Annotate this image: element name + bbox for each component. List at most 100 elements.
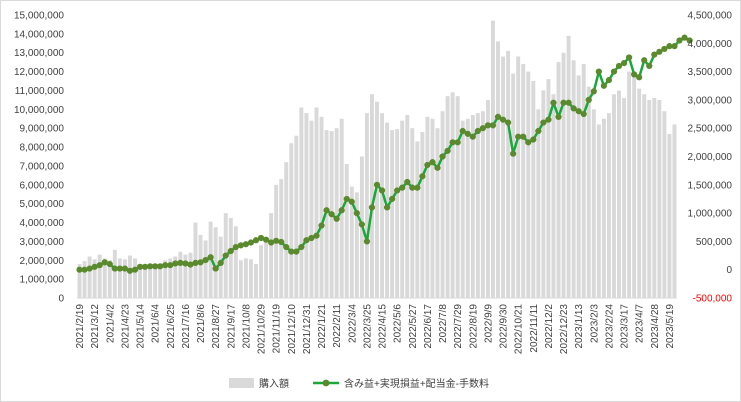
right-tick-label: 2,000,000 <box>688 152 733 163</box>
x-tick-label: 2021/7/16 <box>181 304 192 349</box>
line-point <box>308 234 315 242</box>
bar <box>516 56 521 299</box>
bar <box>445 96 450 298</box>
bar <box>314 107 319 298</box>
line-point <box>323 207 330 214</box>
line-point <box>76 266 83 273</box>
line-point <box>91 263 98 270</box>
bar <box>491 20 495 298</box>
bar <box>77 264 82 298</box>
line-point <box>686 37 693 44</box>
line-point <box>207 254 214 261</box>
bar <box>168 258 173 298</box>
bar-series <box>77 20 677 299</box>
bar <box>501 56 506 299</box>
left-axis: 0 1,000,000 2,000,000 3,000,000 4,000,000 5,0… <box>14 11 65 305</box>
line-point <box>459 127 466 135</box>
line-point <box>641 57 648 64</box>
x-tick-label: 2022/7/29 <box>453 304 464 349</box>
line-point <box>565 99 572 106</box>
line-point <box>510 150 517 157</box>
legend-line-label: 含み益+実現損益+配当金-手数料 <box>344 377 489 390</box>
x-tick-label: 2021/11/19 <box>272 304 283 354</box>
left-tick-label: 8,000,000 <box>20 143 65 154</box>
bar <box>183 254 188 298</box>
bar <box>112 249 117 298</box>
line-point <box>474 127 481 135</box>
line-point <box>368 204 376 211</box>
bar <box>526 71 531 298</box>
line-point <box>626 54 633 61</box>
line-point <box>167 262 174 269</box>
line-point <box>494 113 502 120</box>
line-point <box>278 238 285 246</box>
right-tick-label: 500,000 <box>696 237 733 248</box>
line-point <box>247 239 255 246</box>
left-tick-label: 11,000,000 <box>15 86 65 97</box>
bar <box>465 118 470 299</box>
line-point <box>212 265 219 272</box>
line-point <box>631 71 638 78</box>
bar <box>642 94 647 299</box>
line-point <box>202 256 209 264</box>
x-tick-label: 2022/12/23 <box>559 304 570 354</box>
x-tick-label: 2023/2/24 <box>604 304 615 349</box>
line-point <box>378 187 386 194</box>
line-point <box>131 266 139 273</box>
bar <box>672 124 677 299</box>
bar <box>566 35 571 298</box>
x-tick-label: 2021/4/23 <box>120 304 131 349</box>
x-tick-label: 2022/4/15 <box>378 304 389 349</box>
line-point <box>469 133 476 140</box>
bar <box>556 62 561 298</box>
left-tick-label: 0 <box>58 294 64 305</box>
bar <box>143 265 148 298</box>
line-point <box>197 259 204 266</box>
line-point <box>237 242 244 249</box>
bar <box>521 64 526 298</box>
line-point <box>293 248 300 255</box>
x-tick-label: 2022/11/11 <box>529 304 540 353</box>
bar <box>364 113 369 298</box>
line-point <box>348 198 355 205</box>
x-tick-label: 2021/8/27 <box>211 304 222 349</box>
line-point <box>615 62 623 70</box>
line-point <box>525 139 532 146</box>
line-point <box>126 267 134 274</box>
right-tick-label: 3,500,000 <box>688 67 733 78</box>
x-tick-label: 2022/12/2 <box>544 304 555 349</box>
line-point <box>268 239 275 246</box>
line-point <box>439 153 446 160</box>
x-tick-label: 2021/10/8 <box>241 304 252 349</box>
bar <box>138 266 142 298</box>
line-point <box>172 260 179 267</box>
line-point <box>111 265 118 272</box>
bar <box>601 118 606 299</box>
bar <box>238 260 243 298</box>
line-point <box>409 184 416 191</box>
bar <box>632 75 637 299</box>
x-tick-label: 2023/3/17 <box>620 304 631 349</box>
line-point <box>646 62 653 70</box>
bar <box>420 131 425 298</box>
bar <box>198 234 203 298</box>
line-point <box>666 43 673 50</box>
line-point <box>343 195 350 203</box>
bar <box>511 73 516 299</box>
x-tick-label: 2021/6/4 <box>151 304 162 343</box>
x-tick-label: 2021/6/25 <box>166 304 177 349</box>
line-point <box>262 236 270 243</box>
left-tick-label: 1,000,000 <box>20 275 65 286</box>
bar <box>405 114 410 299</box>
x-tick-label: 2021/4/2 <box>105 304 116 343</box>
right-tick-label: -500,000 <box>693 294 733 305</box>
bar <box>395 129 400 298</box>
bar <box>617 90 621 298</box>
line-point <box>580 110 587 118</box>
x-tick-label: 2021/2/19 <box>75 304 86 349</box>
bar <box>178 251 183 298</box>
line-point <box>484 122 492 129</box>
line-point <box>399 184 406 191</box>
bar <box>380 113 385 298</box>
